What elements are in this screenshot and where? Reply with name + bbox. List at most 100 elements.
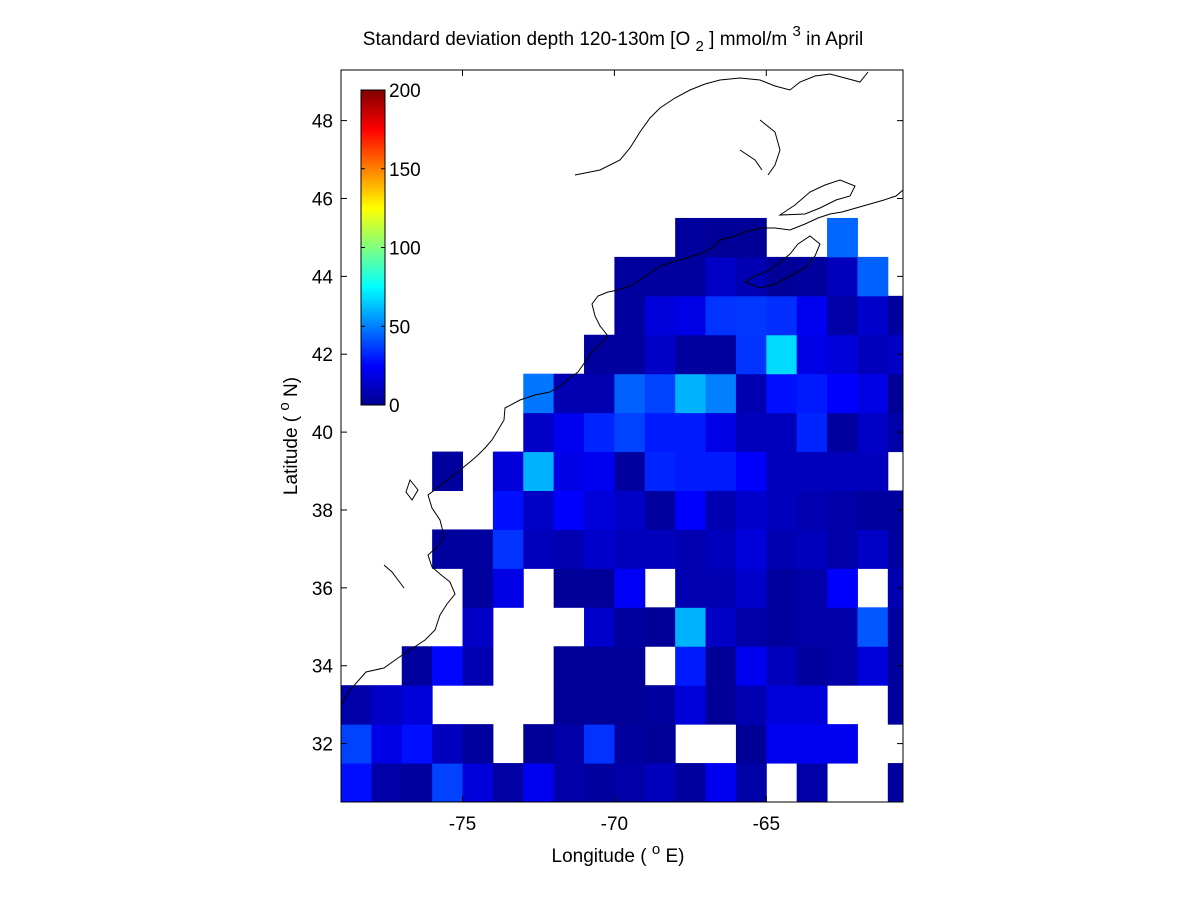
heatmap-cell: [675, 568, 707, 608]
heatmap-cell: [523, 412, 555, 453]
y-tick-label: 42: [312, 345, 333, 366]
heatmap-cell: [675, 646, 707, 686]
heatmap-cell: [401, 685, 433, 725]
heatmap-cell: [614, 763, 646, 802]
heatmap-cell: [857, 412, 889, 453]
heatmap-cell: [675, 412, 707, 453]
heatmap-cell: [705, 451, 737, 492]
y-tick-label: 48: [312, 112, 333, 133]
colorbar-tick-label: 50: [389, 317, 410, 338]
y-tick-label: 36: [312, 579, 333, 600]
heatmap-cell: [371, 685, 403, 725]
heatmap-cell: [644, 490, 676, 530]
heatmap-cell: [584, 685, 615, 725]
y-tick-label: 32: [312, 735, 333, 756]
heatmap-cell: [644, 373, 676, 414]
heatmap-cell: [827, 724, 858, 764]
heatmap-cell: [553, 685, 585, 725]
heatmap-cell: [553, 412, 585, 453]
heatmap-cell: [371, 763, 403, 802]
heatmap-cell: [644, 529, 676, 569]
heatmap-cell: [705, 412, 737, 453]
heatmap-cell: [401, 646, 433, 686]
heatmap-cell: [432, 763, 464, 802]
y-tick-label: 40: [312, 423, 333, 444]
heatmap-cell: [644, 451, 676, 492]
heatmap-cell: [735, 646, 767, 686]
heatmap-cell: [827, 217, 858, 258]
heatmap-cell: [796, 334, 828, 375]
heatmap-cell: [796, 412, 828, 453]
heatmap-cell: [553, 373, 585, 414]
heatmap-cell: [644, 685, 676, 725]
colorbar-tick-label: 150: [389, 160, 421, 181]
heatmap-cell: [827, 373, 858, 414]
x-axis: -75 -70 -65: [449, 70, 780, 835]
chart-title: Standard deviation depth 120-130m [O 2 ]…: [363, 20, 863, 56]
heatmap-cell: [705, 490, 737, 530]
heatmap-cell: [857, 451, 889, 492]
heatmap-cell: [705, 217, 737, 258]
heatmap-cell: [735, 373, 767, 414]
x-axis-label: Longitude ( o E): [552, 838, 685, 867]
heatmap-cell: [887, 412, 903, 453]
heatmap-cell: [796, 646, 828, 686]
heatmap-cell: [766, 724, 798, 764]
heatmap-cell: [644, 295, 676, 336]
heatmap-cell: [584, 529, 615, 569]
heatmap-cell: [735, 412, 767, 453]
heatmap-cell: [675, 295, 707, 336]
heatmap-cell: [614, 529, 646, 569]
heatmap-cell: [341, 685, 372, 725]
heatmap-cell: [614, 685, 646, 725]
heatmap-cell: [553, 451, 585, 492]
heatmap-cell: [796, 607, 828, 647]
heatmap-cell: [584, 412, 615, 453]
heatmap-cell: [796, 490, 828, 530]
heatmap-cell: [401, 763, 433, 802]
heatmap-cell: [735, 685, 767, 725]
heatmap-cell: [887, 490, 903, 530]
y-axis-label: Latitude ( o N): [273, 377, 302, 495]
heatmap-cell: [432, 529, 464, 569]
x-tick-label: -70: [601, 814, 628, 835]
heatmap-cell: [735, 334, 767, 375]
heatmap-cell: [735, 568, 767, 608]
heatmap-cell: [614, 451, 646, 492]
heatmap-cell: [675, 256, 707, 297]
heatmap-cell: [887, 685, 903, 725]
plot-area: [340, 69, 904, 803]
heatmap-cell: [553, 724, 585, 764]
heatmap-cell: [523, 529, 555, 569]
heatmap-cell: [553, 490, 585, 530]
heatmap-cell: [735, 451, 767, 492]
heatmap-cell: [675, 529, 707, 569]
heatmap-cell: [857, 295, 889, 336]
heatmap-cell: [796, 568, 828, 608]
heatmap-cell: [827, 607, 858, 647]
heatmap-cell: [796, 373, 828, 414]
heatmap-cell: [857, 256, 889, 297]
heatmap-cell: [705, 256, 737, 297]
heatmap-cell: [492, 451, 524, 492]
y-tick-label: 38: [312, 501, 333, 522]
heatmap-cell: [827, 256, 858, 297]
heatmap-cell: [705, 607, 737, 647]
heatmap-cell: [553, 763, 585, 802]
heatmap-cell: [705, 763, 737, 802]
heatmap-cell: [796, 685, 828, 725]
heatmap-cell: [827, 529, 858, 569]
heatmap-cell: [614, 568, 646, 608]
heatmap-cell: [766, 685, 798, 725]
heatmap-cell: [766, 529, 798, 569]
heatmap-cell: [887, 334, 903, 375]
heatmap-cell: [614, 334, 646, 375]
heatmap-cell: [766, 412, 798, 453]
x-tick-label: -75: [449, 814, 476, 835]
heatmap-cell: [827, 490, 858, 530]
heatmap-cell: [553, 568, 585, 608]
heatmap-cell: [887, 529, 903, 569]
heatmap-cell: [735, 217, 767, 258]
heatmap-cell: [341, 763, 372, 802]
heatmap-cell: [675, 334, 707, 375]
